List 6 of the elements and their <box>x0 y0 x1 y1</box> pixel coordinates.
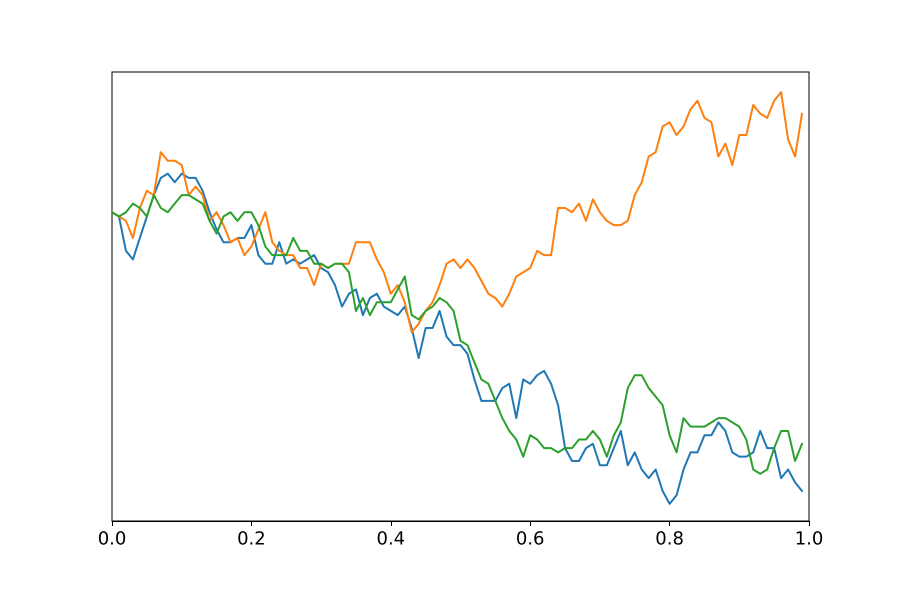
x-tick-label: 0.0 <box>98 528 126 550</box>
x-tick-label: 0.2 <box>237 528 266 550</box>
x-tick-label: 1.0 <box>794 528 824 550</box>
x-tick-label: 0.8 <box>655 528 684 550</box>
x-tick-label: 0.4 <box>376 528 406 550</box>
x-tick-label: 0.6 <box>516 528 545 550</box>
